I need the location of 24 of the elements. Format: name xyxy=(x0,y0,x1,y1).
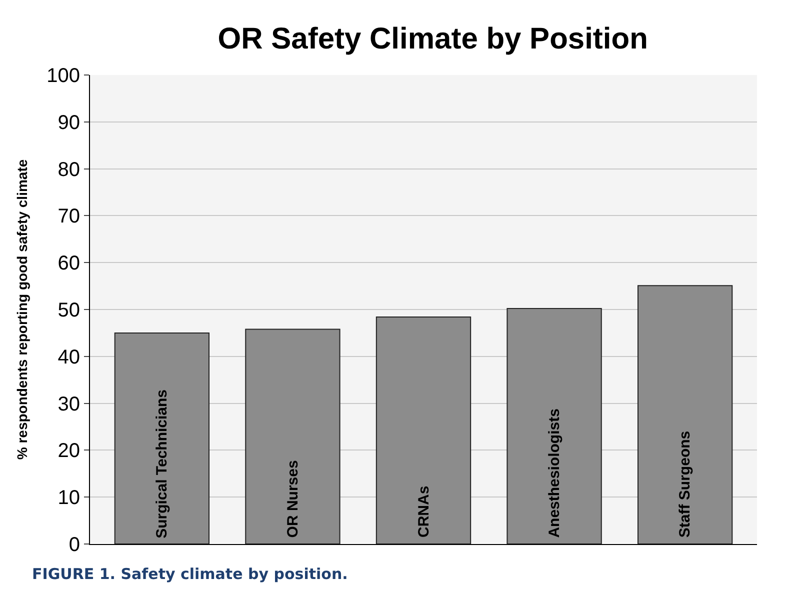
y-tick-label: 60 xyxy=(58,252,80,275)
y-tick-label: 80 xyxy=(58,158,80,181)
y-tick-label: 40 xyxy=(58,346,80,368)
x-tick-label: OR Nurses xyxy=(284,460,302,538)
y-axis-title: % respondents reporting good safety climate xyxy=(14,159,30,460)
y-tick-label: 10 xyxy=(58,487,80,510)
x-tick-label: Surgical Technicians xyxy=(153,389,170,538)
y-tick-label: 0 xyxy=(68,534,80,556)
bar xyxy=(376,316,472,544)
chart-title: OR Safety Climate by Position xyxy=(218,22,648,56)
x-tick-label: Staff Surgeons xyxy=(676,430,694,538)
bar xyxy=(506,308,602,544)
bar xyxy=(637,285,733,544)
y-tick-label: 100 xyxy=(46,65,80,87)
caption: FIGURE 1. Safety climate by position. xyxy=(32,565,348,583)
x-tick-label: CRNAs xyxy=(416,486,432,538)
y-tick-label: 30 xyxy=(58,393,80,416)
bar xyxy=(245,328,340,544)
y-tick-label: 20 xyxy=(58,440,80,462)
bar xyxy=(114,332,210,544)
y-tick-label: 70 xyxy=(58,206,80,228)
y-tick-label: 50 xyxy=(58,300,80,322)
x-tick-label: Anesthesiologists xyxy=(546,408,563,538)
y-tick-label: 90 xyxy=(58,112,80,134)
